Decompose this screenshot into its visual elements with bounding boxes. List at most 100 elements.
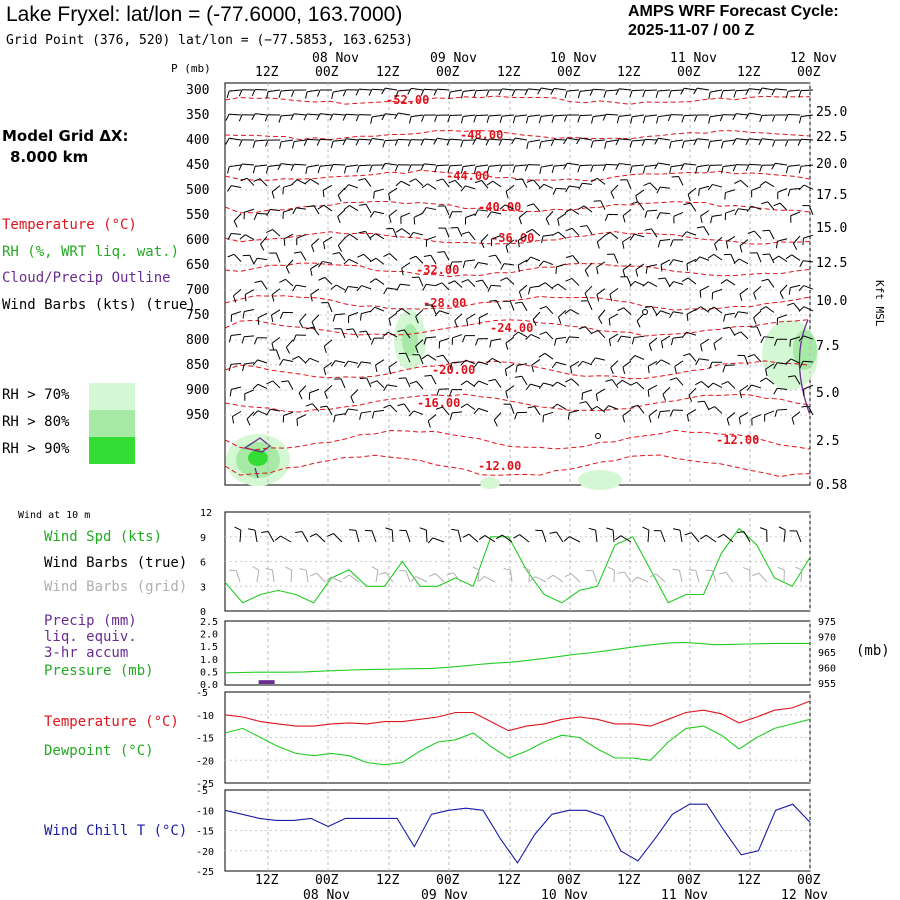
- wind-barb-211: [635, 189, 645, 203]
- top-hour-tick-7: 00Z: [677, 65, 701, 80]
- legend-cloud-outline: Cloud/Precip Outline: [2, 270, 171, 286]
- wind-barb-585: [231, 410, 242, 424]
- wind-barb-418: [395, 308, 411, 315]
- surface-barb-33: [789, 530, 802, 543]
- wind-barb-37: [708, 89, 723, 100]
- wind-barb-376: [435, 282, 450, 291]
- surface-grid-barb-32: [777, 566, 785, 583]
- wind-barb-245: [486, 211, 502, 218]
- wind-barb-157: [512, 164, 528, 173]
- surface-barb-24: [642, 526, 650, 543]
- kft-tick-6: 10.0: [816, 294, 847, 309]
- wind-barb-223: [787, 187, 801, 197]
- wind-barb-7: [317, 89, 333, 97]
- rh-shade-2: [248, 450, 268, 466]
- temp-contour-label-0: -52.00: [386, 93, 429, 107]
- wind-barb-96: [303, 138, 320, 147]
- wind-barb-48: [264, 114, 281, 122]
- wind-barb-95: [291, 139, 307, 149]
- surface-grid-barb-19: [547, 574, 564, 583]
- wind-barb-559: [473, 380, 489, 387]
- surface-barb-28: [700, 534, 717, 543]
- rh90-swatch: [89, 437, 135, 464]
- wind-barb-286: [438, 227, 450, 238]
- wind-barb-315: [227, 253, 242, 262]
- wind-barb-550: [359, 377, 372, 388]
- wind-barb-122: [641, 138, 658, 146]
- wind-barb-406: [242, 309, 255, 319]
- wind-barb-13: [395, 89, 411, 98]
- wind-barb-93: [265, 139, 281, 147]
- wind-barb-445: [753, 310, 762, 325]
- wind-barb-501: [304, 357, 320, 364]
- wind-barb-619: [669, 409, 684, 417]
- wind-barb-460: [359, 330, 372, 341]
- wind-barb-142: [317, 164, 333, 174]
- wind-barb-495: [228, 362, 242, 372]
- wind-barb-244: [474, 209, 489, 217]
- wind-barb-344: [607, 253, 619, 264]
- surface-barb-15: [478, 535, 496, 543]
- wind-barb-31: [629, 89, 645, 98]
- wind-barb-196: [436, 178, 450, 188]
- wind-barb-561: [505, 385, 515, 399]
- wind-barb-172: [707, 164, 723, 173]
- wind-barb-326: [369, 257, 385, 265]
- wind-barb-175: [745, 163, 762, 172]
- wind-barb-566: [565, 378, 580, 387]
- surface-barb-19: [549, 531, 564, 543]
- wind-barb-317: [253, 257, 268, 265]
- kft-tick-8: 5.0: [816, 386, 839, 401]
- wind-barb-258: [656, 212, 671, 220]
- wind-barb-312: [776, 238, 788, 249]
- wind-barb-28: [589, 88, 606, 96]
- bottom-date-4: 12 Nov: [781, 888, 828, 900]
- bottom-hour-tick-6: 12Z: [617, 873, 641, 888]
- wind-barb-105: [420, 138, 437, 146]
- wind-barb-156: [499, 164, 515, 173]
- wind-barb-311: [762, 229, 775, 240]
- cloud-outline-1: [243, 437, 272, 479]
- wind-barb-268: [790, 211, 801, 223]
- wind-barb-544: [281, 380, 294, 390]
- wind-barb-18: [460, 89, 476, 99]
- wind-barb-357: [772, 255, 788, 263]
- wind-barb-599: [408, 410, 424, 417]
- wind-barb-281: [369, 233, 385, 240]
- wind-barb-447: [776, 314, 788, 326]
- wind-barb-184: [282, 183, 294, 195]
- wind-barb-56: [370, 114, 385, 124]
- wind-barb-177: [771, 162, 788, 170]
- wind-barb-222: [777, 188, 788, 200]
- wind-barb-408: [270, 309, 281, 323]
- wind-barb-80: [681, 114, 697, 123]
- wind-barb-230: [292, 207, 307, 215]
- wind-barb-563: [525, 383, 541, 391]
- wind-ytick-1: 9: [200, 533, 206, 544]
- wind-barb-265: [746, 205, 762, 212]
- surface-grid-barb-33: [795, 566, 803, 583]
- surface-grid-barb-23: [617, 571, 632, 583]
- wind-barb-106: [433, 137, 450, 145]
- wind-barb-331: [437, 251, 450, 261]
- wind-barb-367: [318, 276, 333, 285]
- legend-temp-bottom: Temperature (°C): [44, 714, 179, 730]
- bottom-hour-tick-2: 12Z: [376, 873, 400, 888]
- temp-contour-label-6: -28.00: [423, 296, 466, 310]
- wind-barb-176: [759, 164, 775, 173]
- wind-barb-391: [629, 280, 645, 287]
- surface-barb-8: [364, 530, 377, 543]
- wind-barb-171: [695, 164, 710, 174]
- wind-barb-448: [786, 302, 801, 312]
- chill-frame: [224, 789, 811, 872]
- wind-barb-511: [436, 354, 450, 364]
- p-tick-600: 600: [186, 233, 209, 248]
- wind-barb-181: [240, 177, 255, 186]
- pressure-line: [224, 641, 810, 674]
- wind-barb-349: [668, 259, 684, 266]
- wind-barb-185: [291, 179, 307, 185]
- top-hour-tick-0: 12Z: [255, 65, 279, 80]
- legend-precip-accum: 3-hr accum: [44, 645, 129, 661]
- wind-barb-316: [242, 254, 255, 265]
- wind-barb-134: [797, 138, 814, 146]
